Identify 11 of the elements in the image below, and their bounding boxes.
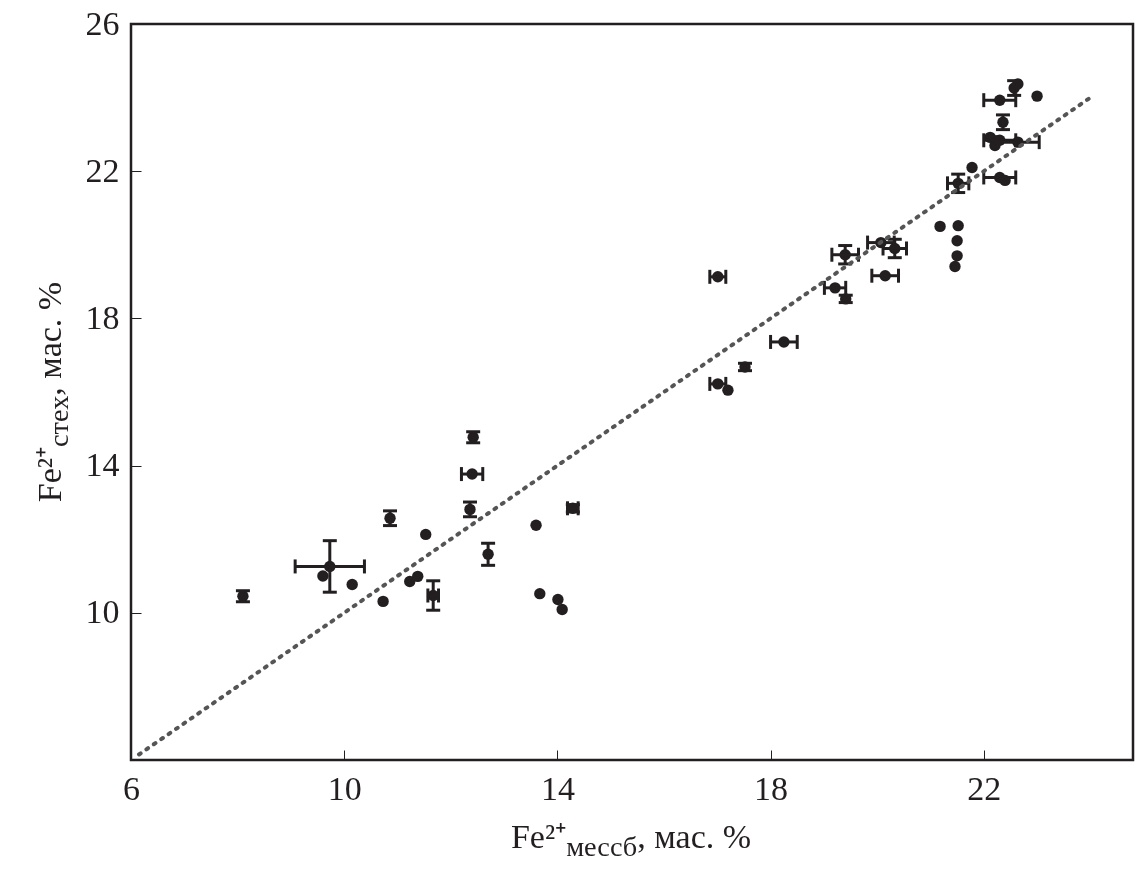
x-tick-label: 18 xyxy=(754,769,789,807)
x-axis-title: Fe²⁺$_{мессб}$, мас. % xyxy=(510,817,752,863)
x-tick-label: 10 xyxy=(327,769,362,807)
y-tick-label: 14 xyxy=(85,446,120,484)
y-tick-label: 22 xyxy=(85,151,120,189)
x-tick-label: 14 xyxy=(540,769,575,807)
x-tick-label: 22 xyxy=(967,769,1002,807)
x-tick-label: 6 xyxy=(123,769,140,807)
y-tick-label: 26 xyxy=(85,4,120,42)
y-tick-label: 10 xyxy=(85,593,120,631)
y-tick-label: 18 xyxy=(85,298,120,336)
